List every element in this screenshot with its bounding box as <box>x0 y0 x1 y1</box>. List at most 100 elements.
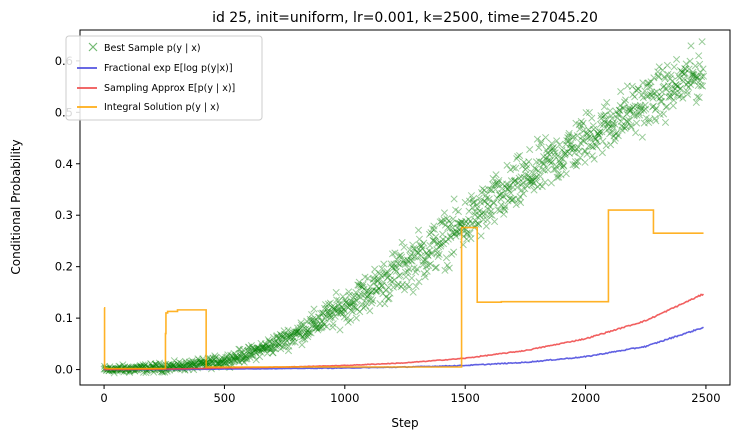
best-sample-point <box>318 317 326 325</box>
best-sample-point <box>682 60 690 68</box>
best-sample-point <box>377 271 385 279</box>
best-sample-point <box>449 215 457 223</box>
best-sample-point <box>629 103 637 111</box>
best-sample-point <box>259 346 267 354</box>
best-sample-point <box>654 68 662 76</box>
best-sample-point <box>363 293 371 301</box>
best-sample-point <box>506 166 514 174</box>
best-sample-point <box>677 91 685 99</box>
best-sample-point <box>530 179 538 187</box>
best-sample-point <box>428 225 436 233</box>
best-sample-point <box>100 365 108 373</box>
best-sample-point <box>186 361 194 369</box>
best-sample-point <box>352 288 360 296</box>
best-sample-point <box>610 132 618 140</box>
best-sample-point <box>669 102 677 110</box>
best-sample-point <box>604 119 612 127</box>
best-sample-point <box>216 356 224 364</box>
best-sample-point <box>588 114 596 122</box>
best-sample-point <box>491 218 499 226</box>
best-sample-point <box>512 164 520 172</box>
best-sample-point <box>581 147 589 155</box>
best-sample-point <box>348 300 356 308</box>
best-sample-point <box>627 122 635 130</box>
best-sample-point <box>314 313 322 321</box>
best-sample-point <box>209 359 217 367</box>
best-sample-point <box>549 145 557 153</box>
best-sample-point <box>367 296 375 304</box>
best-sample-point <box>198 358 206 366</box>
best-sample-point <box>511 176 519 184</box>
best-sample-point <box>249 349 257 357</box>
best-sample-point <box>681 69 689 77</box>
best-sample-point <box>456 219 464 228</box>
best-sample-point <box>482 191 490 199</box>
best-sample-point <box>544 166 552 174</box>
best-sample-point <box>617 87 625 96</box>
best-sample-point <box>248 344 256 352</box>
best-sample-point <box>563 137 571 145</box>
best-sample-point <box>438 217 446 225</box>
best-sample-point <box>681 65 689 73</box>
best-sample-point <box>262 341 270 349</box>
best-sample-point <box>478 189 486 197</box>
best-sample-point <box>304 333 312 341</box>
best-sample-point <box>349 298 357 306</box>
best-sample-point <box>576 154 584 162</box>
best-sample-point <box>485 186 493 194</box>
best-sample-point <box>185 358 193 366</box>
best-sample-point <box>697 68 705 76</box>
best-sample-point <box>254 347 262 355</box>
best-sample-point <box>506 195 514 203</box>
best-sample-point <box>515 196 523 204</box>
best-sample-point <box>525 158 533 166</box>
best-sample-point <box>516 151 524 160</box>
best-sample-point <box>339 309 347 317</box>
best-sample-point <box>680 75 688 83</box>
best-sample-point <box>621 98 629 106</box>
best-sample-point <box>552 162 560 171</box>
best-sample-point <box>646 116 654 124</box>
best-sample-point <box>637 106 645 114</box>
best-sample-point <box>556 159 564 167</box>
best-sample-point <box>530 186 538 194</box>
best-sample-point <box>545 143 553 151</box>
best-sample-point <box>628 105 636 113</box>
best-sample-point <box>282 335 290 343</box>
best-sample-point <box>559 155 567 163</box>
best-sample-point <box>477 232 485 240</box>
best-sample-point <box>259 344 267 352</box>
best-sample-point <box>311 321 319 329</box>
series-sampling-line <box>104 293 705 371</box>
best-sample-point <box>234 354 242 363</box>
best-sample-point <box>218 356 226 364</box>
best-sample-point <box>325 311 333 320</box>
best-sample-point <box>559 161 567 169</box>
best-sample-point <box>553 173 561 181</box>
best-sample-point <box>236 345 244 353</box>
best-sample-point <box>658 88 666 96</box>
best-sample-point <box>267 344 275 352</box>
best-sample-point <box>557 171 565 179</box>
best-sample-point <box>695 52 703 60</box>
best-sample-point <box>294 327 302 335</box>
best-sample-point <box>531 175 539 183</box>
best-sample-point <box>692 72 700 80</box>
best-sample-point <box>379 278 387 286</box>
best-sample-point <box>284 326 292 334</box>
best-sample-point <box>351 292 359 300</box>
best-sample-point <box>489 174 497 183</box>
best-sample-point <box>175 358 183 366</box>
best-sample-point <box>596 120 605 128</box>
best-sample-point <box>311 324 319 332</box>
best-sample-point <box>638 133 646 141</box>
best-sample-point <box>543 149 552 157</box>
best-sample-point <box>494 206 502 214</box>
best-sample-point <box>600 112 608 120</box>
best-sample-point <box>380 271 388 279</box>
best-sample-point <box>646 83 654 91</box>
best-sample-point <box>300 321 308 329</box>
best-sample-point <box>431 264 439 272</box>
best-sample-point <box>336 326 344 334</box>
best-sample-point <box>490 199 498 207</box>
